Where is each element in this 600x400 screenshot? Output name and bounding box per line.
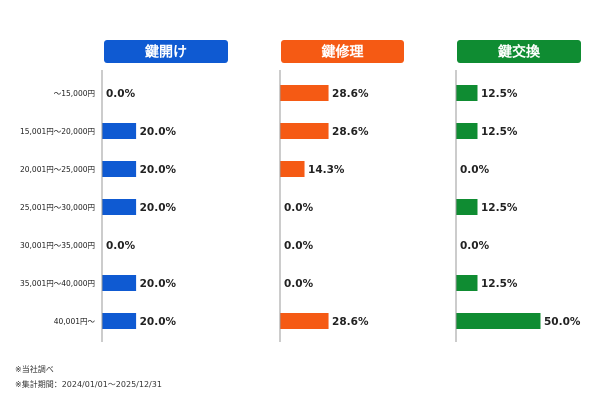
data-label-kagishuri: 28.6% [332, 126, 369, 138]
data-label-kagiake: 20.0% [140, 126, 177, 138]
data-label-kagikokan: 50.0% [544, 316, 581, 328]
data-label-kagishuri: 0.0% [284, 278, 314, 290]
footnote-source: ※当社調べ [15, 365, 54, 374]
data-label-kagikokan: 12.5% [481, 126, 518, 138]
category-label: 25,001円～30,000円 [20, 203, 95, 212]
category-label: 20,001円～25,000円 [20, 165, 95, 174]
bar-kagishuri [280, 123, 329, 139]
series-name-kagishuri: 鍵修理 [322, 44, 364, 61]
bar-kagikokan [456, 313, 541, 329]
data-label-kagikokan: 0.0% [460, 240, 490, 252]
data-label-kagikokan: 12.5% [481, 88, 518, 100]
data-label-kagikokan: 0.0% [460, 164, 490, 176]
bar-kagiake [102, 123, 137, 139]
series-name-kagikokan: 鍵交換 [498, 44, 541, 61]
category-label: ～15,000円 [54, 89, 95, 98]
bar-kagiake [102, 199, 137, 215]
bar-kagiake [102, 275, 137, 291]
series-name-kagiake: 鍵開け [145, 44, 187, 61]
data-label-kagiake: 20.0% [140, 202, 177, 214]
bar-kagikokan [456, 85, 478, 101]
data-label-kagishuri: 14.3% [308, 164, 345, 176]
bar-kagishuri [280, 313, 329, 329]
data-label-kagishuri: 28.6% [332, 88, 369, 100]
data-label-kagiake: 20.0% [140, 278, 177, 290]
series-header-kagiake [104, 40, 228, 63]
series-header-kagishuri [281, 40, 404, 63]
data-label-kagishuri: 0.0% [284, 240, 314, 252]
data-label-kagiake: 0.0% [106, 240, 136, 252]
category-label: 40,001円～ [54, 317, 96, 326]
bar-kagikokan [456, 199, 478, 215]
data-label-kagishuri: 28.6% [332, 316, 369, 328]
bar-kagikokan [456, 123, 478, 139]
category-label: 15,001円～20,000円 [20, 127, 95, 136]
category-label: 30,001円～35,000円 [20, 241, 95, 250]
bar-kagiake [102, 161, 137, 177]
bar-kagishuri [280, 85, 329, 101]
data-label-kagishuri: 0.0% [284, 202, 314, 214]
series-header-kagikokan [457, 40, 581, 63]
data-label-kagikokan: 12.5% [481, 202, 518, 214]
bar-kagikokan [456, 275, 478, 291]
data-label-kagiake: 0.0% [106, 88, 136, 100]
data-label-kagiake: 20.0% [140, 164, 177, 176]
footnote-period: ※集計期間：2024/01/01～2025/12/31 [15, 380, 162, 389]
bar-kagishuri [280, 161, 305, 177]
data-label-kagikokan: 12.5% [481, 278, 518, 290]
bar-kagiake [102, 313, 137, 329]
data-label-kagiake: 20.0% [140, 316, 177, 328]
category-label: 35,001円～40,000円 [20, 279, 95, 288]
